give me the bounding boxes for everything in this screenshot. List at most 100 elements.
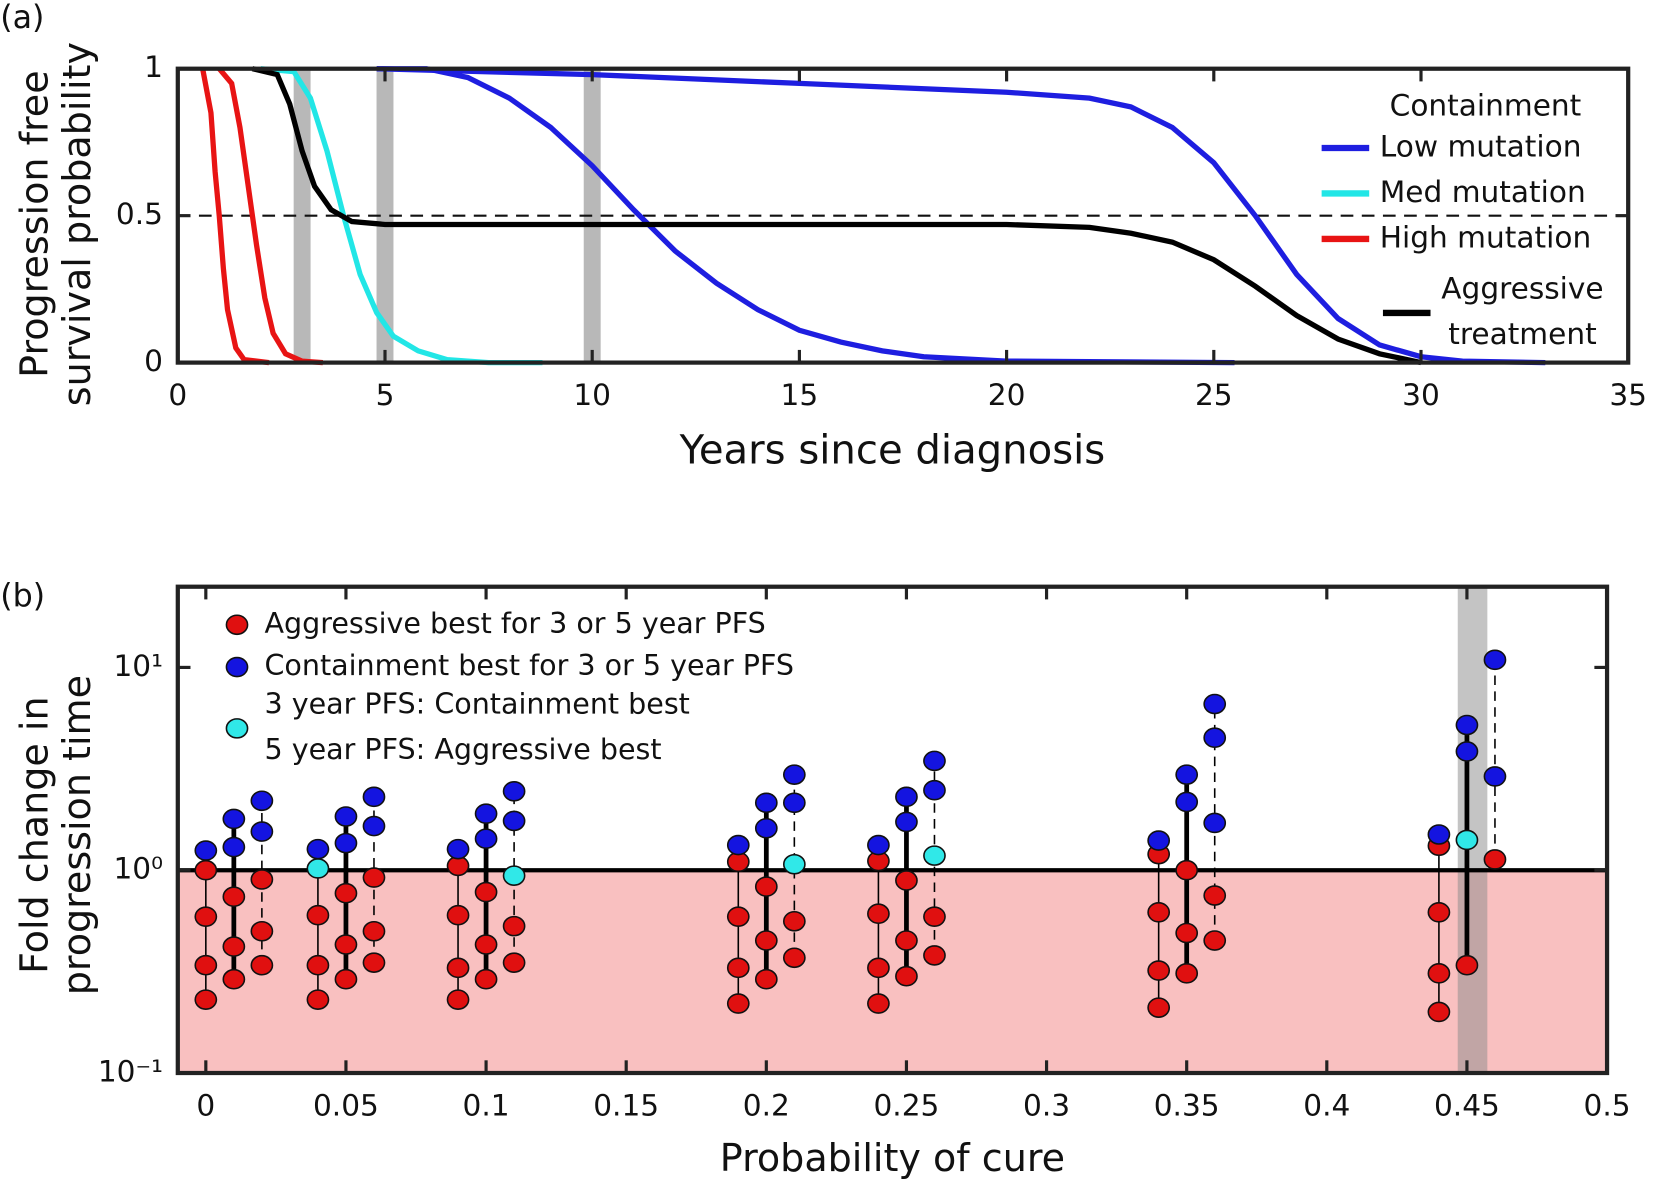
data-point xyxy=(1455,954,1479,976)
legend-marker xyxy=(225,718,249,739)
data-point xyxy=(895,811,918,833)
x-tick-label: 35 xyxy=(1609,378,1647,412)
legend-label: treatment xyxy=(1448,317,1596,351)
data-point xyxy=(1427,1001,1451,1023)
data-point xyxy=(194,989,218,1010)
legend-label: 3 year PFS: Containment best xyxy=(264,688,689,721)
data-point xyxy=(1483,766,1507,787)
data-point xyxy=(1203,885,1227,906)
data-point xyxy=(782,947,806,969)
survival-curve xyxy=(251,66,1422,366)
data-point xyxy=(782,792,806,814)
data-point xyxy=(306,904,330,926)
data-point xyxy=(754,792,778,814)
x-tick-label: 0.25 xyxy=(873,1088,939,1122)
data-point xyxy=(474,828,498,850)
data-point xyxy=(250,869,274,890)
survival-curve xyxy=(217,67,324,366)
data-point xyxy=(1455,829,1479,851)
data-point xyxy=(306,954,330,976)
legend-marker xyxy=(225,614,249,636)
data-point xyxy=(334,968,358,990)
data-point xyxy=(446,838,470,860)
data-point xyxy=(194,840,218,861)
data-point xyxy=(1147,830,1171,851)
data-point xyxy=(362,867,386,888)
data-point xyxy=(1427,824,1451,845)
data-point xyxy=(222,886,246,908)
survival-curve xyxy=(376,66,1546,366)
data-point xyxy=(754,876,778,897)
data-point xyxy=(923,779,946,801)
y-tick-label: 10¹ xyxy=(113,649,163,683)
data-point xyxy=(726,834,750,856)
y-tick-label: 10⁻¹ xyxy=(98,1055,163,1089)
data-point xyxy=(754,930,778,951)
legend-label: Med mutation xyxy=(1380,175,1586,209)
data-point xyxy=(1203,812,1227,834)
x-tick-label: 5 xyxy=(376,378,395,412)
data-point xyxy=(895,786,918,808)
data-point xyxy=(1427,902,1451,923)
data-point xyxy=(754,968,778,990)
data-point xyxy=(362,952,386,973)
highlight-band xyxy=(1457,586,1488,1073)
y-axis-label: Fold change in xyxy=(13,696,57,973)
data-point xyxy=(923,845,946,866)
y-axis-label: Progression free xyxy=(13,70,57,377)
data-point xyxy=(334,882,358,904)
data-point xyxy=(1147,960,1171,981)
x-tick-label: 20 xyxy=(988,378,1026,412)
x-tick-label: 0 xyxy=(196,1088,215,1122)
data-point xyxy=(923,906,946,927)
data-point xyxy=(502,915,526,937)
data-point xyxy=(502,780,526,802)
data-point xyxy=(1483,849,1507,870)
shaded-region xyxy=(177,870,1608,1073)
data-point xyxy=(250,920,274,942)
data-point xyxy=(867,993,890,1014)
x-tick-label: 0 xyxy=(168,378,187,412)
data-point xyxy=(1175,963,1199,984)
data-point xyxy=(1483,649,1507,671)
x-tick-label: 15 xyxy=(781,378,819,412)
data-point xyxy=(306,989,330,1010)
panel-label: (b) xyxy=(0,578,45,614)
y-axis-label: survival probability xyxy=(55,42,99,406)
panel-label: (a) xyxy=(0,0,44,36)
data-point xyxy=(502,810,526,832)
data-point xyxy=(782,764,806,785)
data-point xyxy=(446,957,470,979)
legend-label: Aggressive best for 3 or 5 year PFS xyxy=(264,607,765,640)
x-tick-label: 0.5 xyxy=(1584,1088,1631,1122)
survival-curve xyxy=(260,66,543,366)
x-axis-label: Probability of cure xyxy=(720,1136,1065,1180)
data-point xyxy=(474,803,498,824)
legend-label: Low mutation xyxy=(1380,130,1582,164)
data-point xyxy=(474,934,498,955)
legend-label: High mutation xyxy=(1380,220,1591,254)
data-point xyxy=(362,786,386,808)
x-tick-label: 25 xyxy=(1195,378,1233,412)
x-tick-label: 0.4 xyxy=(1303,1088,1350,1122)
data-point xyxy=(1175,859,1199,881)
data-point xyxy=(923,945,946,966)
data-point xyxy=(1427,963,1451,984)
data-point xyxy=(895,965,918,987)
legend-marker xyxy=(225,656,249,678)
data-point xyxy=(782,853,806,875)
y-tick-label: 1 xyxy=(144,50,163,84)
survival-curve xyxy=(376,66,1235,366)
data-point xyxy=(362,815,386,837)
x-tick-label: 0.1 xyxy=(463,1088,510,1122)
y-axis-label: progression time xyxy=(55,675,99,995)
y-tick-label: 0.5 xyxy=(116,197,163,231)
data-point xyxy=(194,859,218,881)
data-point xyxy=(726,993,750,1014)
data-point xyxy=(194,906,218,927)
data-point xyxy=(502,952,526,973)
data-point xyxy=(895,870,918,891)
survival-curve xyxy=(200,68,270,366)
